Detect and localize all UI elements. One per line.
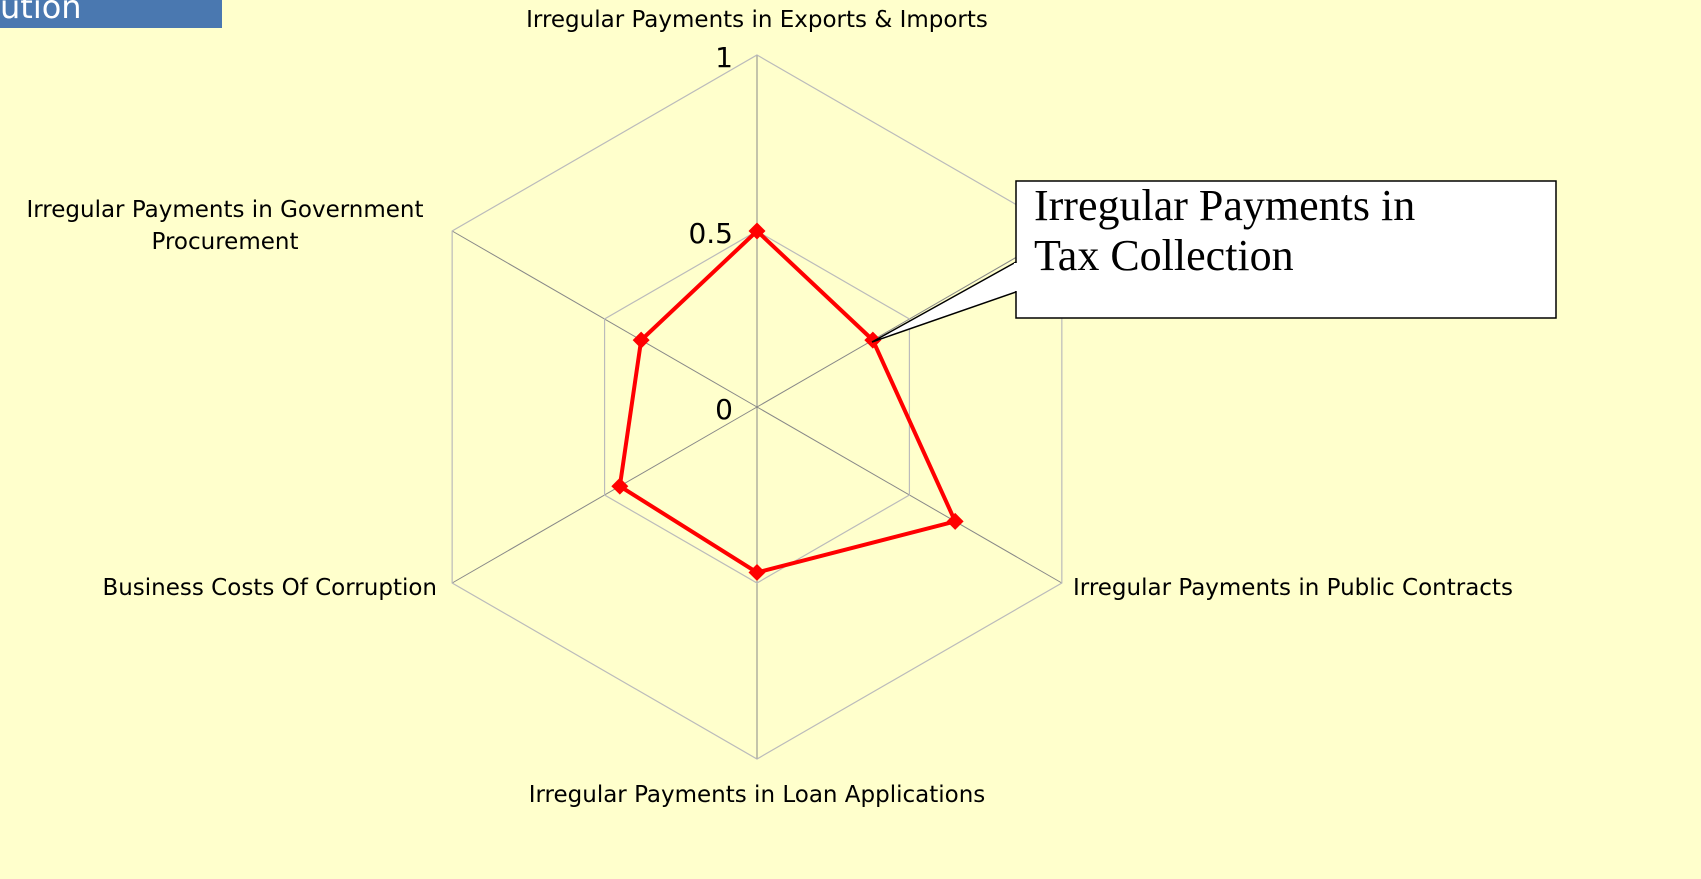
slide-title: ution bbox=[0, 0, 82, 26]
callout-text: Irregular Payments in Tax Collection bbox=[1034, 181, 1416, 280]
plot bbox=[611, 222, 964, 581]
category-label: Business Costs Of Corruption bbox=[102, 575, 437, 601]
marker bbox=[611, 477, 629, 495]
grid: 00.51 bbox=[451, 41, 1063, 760]
marker bbox=[748, 222, 766, 240]
r-tick-label: 1 bbox=[715, 41, 733, 74]
marker bbox=[864, 331, 882, 349]
marker bbox=[946, 512, 964, 530]
series-line bbox=[617, 228, 958, 575]
category-label: Irregular Payments in Government Procure… bbox=[26, 197, 424, 255]
marker bbox=[632, 331, 650, 349]
title-box bbox=[0, 0, 222, 28]
r-tick-label: 0.5 bbox=[688, 217, 733, 250]
category-label: Irregular Payments in Exports & Imports bbox=[526, 7, 988, 33]
callout-shape bbox=[871, 180, 1557, 343]
grid-ring bbox=[603, 230, 911, 584]
category-label: Irregular Payments in Loan Applications bbox=[528, 782, 986, 808]
r-tick-label: 0 bbox=[715, 393, 733, 426]
marker bbox=[748, 563, 766, 581]
category-label: Irregular Payments in Public Contracts bbox=[1073, 575, 1513, 601]
